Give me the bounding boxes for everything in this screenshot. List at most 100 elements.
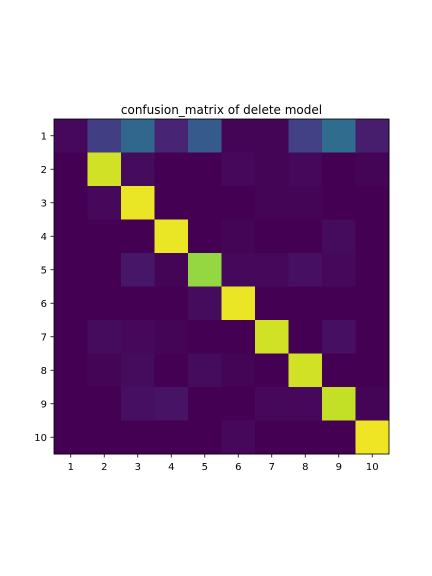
heatmap-cell-6-7 xyxy=(255,286,289,321)
heatmap-cell-8-8 xyxy=(288,353,323,388)
y-tick-label: 7 xyxy=(41,332,47,343)
heatmap-cell-8-5 xyxy=(188,353,222,388)
heatmap-cell-9-4 xyxy=(154,387,189,421)
y-tick-label: 9 xyxy=(41,399,47,410)
heatmap-cell-4-7 xyxy=(255,219,289,254)
x-tick-label: 4 xyxy=(168,462,174,473)
heatmap-cell-3-8 xyxy=(288,186,323,220)
x-tick-label: 5 xyxy=(202,462,208,473)
heatmap-cell-6-9 xyxy=(322,286,356,321)
heatmap-cell-7-5 xyxy=(188,320,222,354)
heatmap-cell-8-9 xyxy=(322,353,356,388)
heatmap-cell-2-2 xyxy=(87,152,122,187)
y-tick-label: 4 xyxy=(41,232,47,243)
heatmap-cell-10-6 xyxy=(221,420,256,455)
heatmap-cell-3-2 xyxy=(87,186,122,220)
heatmap-cell-10-2 xyxy=(87,420,122,455)
heatmap-cell-10-5 xyxy=(188,420,222,455)
heatmap-cell-5-2 xyxy=(87,253,122,287)
heatmap-cell-3-7 xyxy=(255,186,289,220)
heatmap-cell-4-10 xyxy=(355,219,390,254)
heatmap-cell-5-4 xyxy=(154,253,189,287)
heatmap-cell-6-6 xyxy=(221,286,256,321)
heatmap-cell-5-10 xyxy=(355,253,390,287)
heatmap-cell-6-8 xyxy=(288,286,323,321)
x-tick-label: 7 xyxy=(269,462,275,473)
heatmap-cell-5-5 xyxy=(188,253,222,287)
x-tick-label: 1 xyxy=(68,462,74,473)
y-tick-label: 1 xyxy=(41,131,47,142)
heatmap-cell-7-6 xyxy=(221,320,256,354)
heatmap-cell-10-3 xyxy=(121,420,155,455)
heatmap-cell-7-8 xyxy=(288,320,323,354)
heatmap-cell-4-5 xyxy=(188,219,222,254)
heatmap-cell-6-1 xyxy=(54,286,88,321)
heatmap-cell-4-2 xyxy=(87,219,122,254)
heatmap-cell-8-3 xyxy=(121,353,155,388)
heatmap-cell-2-7 xyxy=(255,152,289,187)
heatmap-cell-5-8 xyxy=(288,253,323,287)
heatmap-cell-7-9 xyxy=(322,320,356,354)
heatmap-cell-3-1 xyxy=(54,186,88,220)
heatmap-cell-2-6 xyxy=(221,152,256,187)
y-tick-label: 5 xyxy=(41,265,47,276)
heatmap-cell-5-6 xyxy=(221,253,256,287)
heatmap-cell-5-9 xyxy=(322,253,356,287)
heatmap-cell-1-4 xyxy=(154,119,189,153)
heatmap-cell-3-9 xyxy=(322,186,356,220)
heatmap-cell-9-10 xyxy=(355,387,390,421)
heatmap-cell-6-10 xyxy=(355,286,390,321)
heatmap-cell-1-10 xyxy=(355,119,390,153)
heatmap-cell-10-1 xyxy=(54,420,88,455)
x-tick-label: 9 xyxy=(336,462,342,473)
heatmap-cell-3-10 xyxy=(355,186,390,220)
heatmap-cell-5-3 xyxy=(121,253,155,287)
heatmap-cell-9-7 xyxy=(255,387,289,421)
heatmap-cell-2-4 xyxy=(154,152,189,187)
heatmap-cell-9-3 xyxy=(121,387,155,421)
heatmap-cell-1-6 xyxy=(221,119,256,153)
heatmap-cell-9-1 xyxy=(54,387,88,421)
heatmap-cell-8-6 xyxy=(221,353,256,388)
heatmap-cell-10-8 xyxy=(288,420,323,455)
y-tick-label: 10 xyxy=(34,433,47,444)
heatmap-cell-10-7 xyxy=(255,420,289,455)
y-axis-ticks: 1 2 3 4 5 6 7 8 9 10 xyxy=(34,131,54,444)
heatmap-cell-6-5 xyxy=(188,286,222,321)
heatmap-cell-8-4 xyxy=(154,353,189,388)
heatmap-cell-1-2 xyxy=(87,119,122,153)
heatmap-cell-4-4 xyxy=(154,219,189,254)
heatmap-cell-4-1 xyxy=(54,219,88,254)
y-tick-label: 2 xyxy=(41,165,47,176)
heatmap-cell-9-2 xyxy=(87,387,122,421)
heatmap-cell-2-10 xyxy=(355,152,390,187)
x-tick-label: 6 xyxy=(235,462,241,473)
heatmap-cell-3-3 xyxy=(121,186,155,220)
heatmap-cell-3-4 xyxy=(154,186,189,220)
heatmap-cell-6-3 xyxy=(121,286,155,321)
x-tick-label: 10 xyxy=(366,462,379,473)
heatmap-cell-6-2 xyxy=(87,286,122,321)
heatmap-cell-6-4 xyxy=(154,286,189,321)
heatmap-cells xyxy=(54,119,390,455)
heatmap-cell-7-4 xyxy=(154,320,189,354)
x-tick-label: 2 xyxy=(101,462,107,473)
heatmap-cell-5-7 xyxy=(255,253,289,287)
heatmap-cell-10-4 xyxy=(154,420,189,455)
y-tick-label: 3 xyxy=(41,198,47,209)
heatmap-cell-1-3 xyxy=(121,119,155,153)
plot-frame xyxy=(53,118,390,455)
heatmap-cell-1-8 xyxy=(288,119,323,153)
heatmap-cell-8-7 xyxy=(255,353,289,388)
heatmap-cell-10-10 xyxy=(355,420,390,455)
heatmap-cell-4-3 xyxy=(121,219,155,254)
heatmap-cell-1-9 xyxy=(322,119,356,153)
heatmap-cell-1-1 xyxy=(54,119,88,153)
heatmap-cell-9-8 xyxy=(288,387,323,421)
heatmap-cell-1-7 xyxy=(255,119,289,153)
heatmap-cell-5-1 xyxy=(54,253,88,287)
heatmap-cell-8-2 xyxy=(87,353,122,388)
heatmap-cell-9-6 xyxy=(221,387,256,421)
heatmap-cell-7-10 xyxy=(355,320,390,354)
